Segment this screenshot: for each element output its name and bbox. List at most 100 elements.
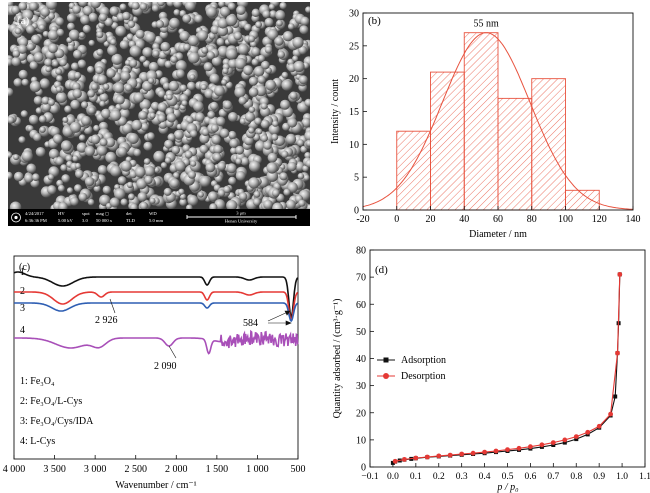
adsorption-point bbox=[574, 437, 579, 442]
sem-institution: Henan University bbox=[225, 219, 258, 224]
nanoparticle bbox=[178, 188, 185, 195]
nanoparticle bbox=[218, 2, 226, 8]
nanoparticle bbox=[227, 2, 236, 11]
nanoparticle bbox=[303, 174, 310, 181]
nanoparticle bbox=[21, 78, 29, 86]
nanoparticle bbox=[80, 14, 90, 25]
y-tick-label: 80 bbox=[356, 246, 366, 257]
x-tick-label: 0.4 bbox=[479, 472, 491, 482]
y-tick-label: 70 bbox=[356, 273, 366, 284]
nanoparticle bbox=[109, 109, 122, 122]
y-tick-label: 20 bbox=[356, 408, 366, 419]
nanoparticle bbox=[35, 107, 43, 114]
x-tick-label: 2 500 bbox=[124, 464, 147, 475]
sem-time: 6:36:36 PM bbox=[25, 218, 47, 223]
nanoparticle bbox=[119, 40, 129, 50]
nanoparticle bbox=[166, 2, 175, 7]
nanoparticle bbox=[254, 117, 262, 125]
nanoparticle bbox=[226, 163, 237, 174]
y-tick-label: 50 bbox=[356, 327, 366, 338]
legend-item-4: 4: L-Cys bbox=[20, 436, 55, 447]
nanoparticle bbox=[102, 185, 112, 195]
desorption-point bbox=[505, 447, 510, 452]
nanoparticle bbox=[274, 36, 284, 46]
nanoparticle bbox=[149, 197, 156, 204]
nanoparticle bbox=[279, 172, 288, 181]
nanoparticle bbox=[126, 181, 134, 189]
y-tick-label: 5 bbox=[354, 173, 359, 184]
nanoparticle bbox=[157, 114, 166, 123]
sem-date: 4/24/2017 bbox=[25, 211, 44, 216]
nanoparticle bbox=[47, 29, 59, 41]
nanoparticle bbox=[287, 23, 295, 30]
nanoparticle bbox=[289, 91, 298, 100]
curve-number-4: 4 bbox=[20, 325, 25, 336]
nanoparticle bbox=[138, 110, 148, 120]
nanoparticle bbox=[72, 5, 81, 14]
nanoparticle bbox=[254, 140, 266, 152]
peak-2926-label: 2 926 bbox=[95, 315, 118, 326]
nanoparticle bbox=[97, 88, 104, 95]
nanoparticle bbox=[35, 147, 46, 157]
nanoparticle bbox=[260, 119, 270, 129]
nanoparticle bbox=[237, 43, 249, 55]
nanoparticle bbox=[166, 112, 177, 123]
nanoparticle bbox=[26, 43, 35, 51]
nanoparticle bbox=[48, 43, 58, 54]
nanoparticle bbox=[179, 193, 187, 200]
nanoparticle bbox=[87, 106, 96, 115]
nanoparticle bbox=[304, 98, 310, 107]
nanoparticle bbox=[143, 158, 151, 165]
nanoparticle bbox=[207, 191, 218, 202]
sem-image-panel: (a) 4/24/2017 6:36:36 PM HV 5.00 kV spot… bbox=[8, 2, 310, 226]
nanoparticle bbox=[173, 9, 181, 16]
nanoparticle bbox=[84, 145, 96, 157]
sem-spot-label: spot bbox=[82, 211, 90, 216]
nanoparticle bbox=[98, 13, 108, 22]
nanoparticle bbox=[230, 147, 238, 155]
nanoparticle bbox=[206, 51, 215, 60]
nanoparticle bbox=[283, 188, 291, 196]
x-tick-label: 1.1 bbox=[639, 472, 650, 482]
nanoparticle bbox=[217, 18, 229, 29]
sem-scale-label: 3 μm bbox=[236, 211, 246, 216]
x-tick-label: 0.1 bbox=[410, 472, 422, 482]
nanoparticle bbox=[44, 58, 53, 67]
nanoparticle bbox=[33, 96, 43, 105]
sem-info-bar bbox=[8, 209, 310, 226]
nanoparticle bbox=[8, 171, 13, 180]
nanoparticle bbox=[66, 187, 74, 194]
nanoparticle bbox=[74, 71, 82, 80]
nanoparticle bbox=[203, 62, 213, 72]
nanoparticle bbox=[188, 35, 199, 47]
nanoparticle bbox=[275, 10, 286, 21]
nanoparticle bbox=[62, 116, 69, 123]
nanoparticle bbox=[88, 12, 98, 22]
nanoparticle bbox=[225, 48, 238, 60]
nanoparticle bbox=[76, 142, 88, 153]
nanoparticle bbox=[60, 164, 68, 172]
nanoparticle bbox=[272, 202, 284, 209]
nanoparticle bbox=[78, 134, 86, 141]
nanoparticle bbox=[306, 140, 310, 147]
y-tick-label: 0 bbox=[361, 463, 366, 474]
adsorption-point bbox=[562, 440, 567, 445]
nanoparticle bbox=[256, 128, 263, 135]
nanoparticle bbox=[8, 57, 13, 67]
nanoparticle bbox=[257, 75, 266, 84]
nanoparticle bbox=[239, 117, 247, 125]
nanoparticle bbox=[74, 162, 81, 169]
desorption-point bbox=[539, 442, 545, 448]
sem-wd-value: 5.0 mm bbox=[149, 218, 163, 223]
adsorption-point bbox=[613, 394, 618, 399]
nanoparticle bbox=[252, 198, 261, 206]
nanoparticle bbox=[55, 86, 62, 93]
nanoparticle bbox=[292, 36, 304, 49]
nanoparticle bbox=[189, 129, 198, 138]
y-tick-label: 10 bbox=[349, 140, 359, 151]
nanoparticle bbox=[248, 76, 258, 86]
nanoparticle bbox=[199, 175, 211, 187]
nanoparticle bbox=[160, 162, 168, 169]
nanoparticle bbox=[117, 176, 127, 185]
sem-det-label: det bbox=[126, 211, 132, 216]
